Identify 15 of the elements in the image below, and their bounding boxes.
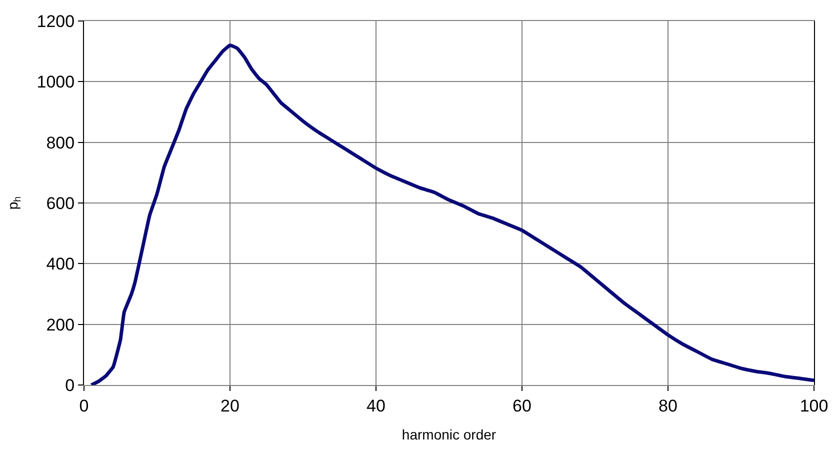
x-tick-label: 20	[220, 396, 240, 416]
x-axis-title: harmonic order	[402, 426, 496, 443]
x-tick-label: 100	[800, 396, 828, 416]
y-tick-label: 1200	[36, 12, 75, 31]
y-tick-label: 600	[46, 194, 75, 213]
line-series	[90, 44, 814, 385]
x-tick-label: 60	[512, 396, 532, 416]
x-tick-label: 80	[658, 396, 678, 416]
y-tick-label: 1000	[36, 72, 75, 92]
x-tick-label: 40	[366, 396, 386, 416]
y-tick-label: 0	[65, 376, 75, 395]
y-tick-label: 400	[46, 254, 75, 274]
y-tick-label: 800	[46, 133, 75, 152]
x-tick-label: 0	[79, 396, 89, 416]
y-tick-label: 200	[46, 315, 75, 334]
